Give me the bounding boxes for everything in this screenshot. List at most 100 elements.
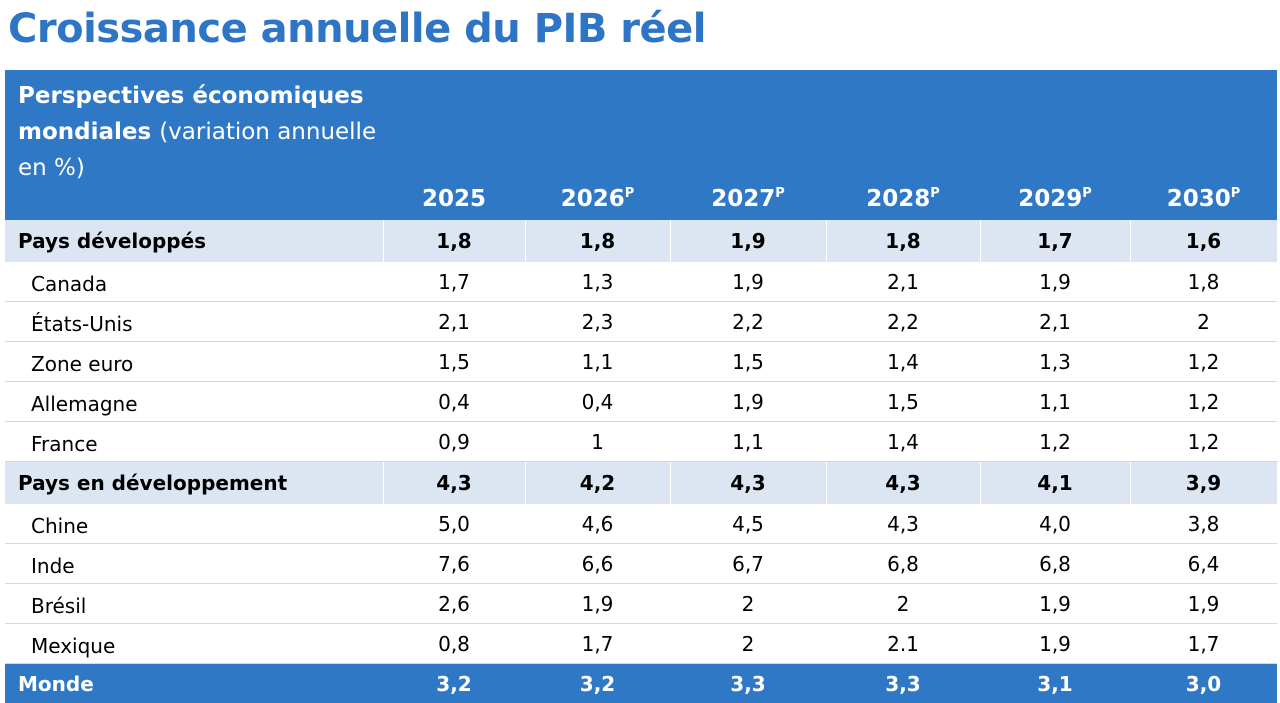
cell-value: 1,7: [1130, 624, 1277, 664]
cell-value: 4,2: [525, 462, 670, 505]
cell-value: 3,9: [1130, 462, 1277, 505]
cell-value: 2: [670, 624, 826, 664]
cell-value: 1,1: [670, 422, 826, 462]
cell-value: 0,8: [383, 624, 525, 664]
row-label: Pays développés: [5, 220, 383, 262]
cell-value: 4,5: [670, 504, 826, 544]
cell-value: 1,6: [1130, 220, 1277, 262]
cell-value: 1,9: [525, 584, 670, 624]
cell-value: 4,6: [525, 504, 670, 544]
column-note: P: [930, 186, 940, 201]
cell-value: 4,3: [826, 504, 980, 544]
cell-value: 2,2: [826, 302, 980, 342]
row-label: Monde: [5, 664, 383, 703]
cell-value: 4,3: [826, 462, 980, 505]
title: Croissance annuelle du PIB réel: [8, 6, 706, 52]
cell-value: 5,0: [383, 504, 525, 544]
cell-value: 1,5: [826, 382, 980, 422]
column-note: P: [1231, 186, 1241, 201]
cell-value: 3,2: [525, 664, 670, 703]
cell-value: 1,9: [670, 382, 826, 422]
row-label: Zone euro: [5, 342, 383, 382]
cell-value: 1: [525, 422, 670, 462]
column-note: P: [1082, 186, 1092, 201]
cell-value: 6,4: [1130, 544, 1277, 584]
cell-value: 1,2: [1130, 422, 1277, 462]
cell-value: 4,3: [670, 462, 826, 505]
cell-value: 2,1: [383, 302, 525, 342]
cell-value: 1,5: [670, 342, 826, 382]
row-label: Allemagne: [5, 382, 383, 422]
cell-value: 2,1: [826, 262, 980, 302]
column-year: 2027: [711, 186, 775, 212]
cell-value: 1,3: [980, 342, 1130, 382]
column-year: 2028: [866, 186, 930, 212]
column-year: 2026: [561, 186, 625, 212]
cell-value: 2: [1130, 302, 1277, 342]
cell-value: 4,1: [980, 462, 1130, 505]
cell-value: 6,7: [670, 544, 826, 584]
cell-value: 3,1: [980, 664, 1130, 703]
cell-value: 3,3: [670, 664, 826, 703]
column-header: 2028P: [826, 70, 980, 220]
column-note: P: [625, 186, 635, 201]
header-label: Perspectives économiques mondiales (vari…: [5, 70, 383, 220]
cell-value: 6,8: [826, 544, 980, 584]
cell-value: 2: [826, 584, 980, 624]
cell-value: 1,8: [826, 220, 980, 262]
row-label: États-Unis: [5, 302, 383, 342]
cell-value: 4,3: [383, 462, 525, 505]
cell-value: 0,9: [383, 422, 525, 462]
cell-value: 1,2: [1130, 342, 1277, 382]
cell-value: 1,2: [1130, 382, 1277, 422]
cell-value: 2,1: [980, 302, 1130, 342]
cell-value: 1,3: [525, 262, 670, 302]
column-header: 2027P: [670, 70, 826, 220]
cell-value: 2: [670, 584, 826, 624]
cell-value: 1,9: [1130, 584, 1277, 624]
cell-value: 1,4: [826, 422, 980, 462]
column-year: 2029: [1018, 186, 1082, 212]
cell-value: 0,4: [383, 382, 525, 422]
cell-value: 3,8: [1130, 504, 1277, 544]
cell-value: 1,1: [525, 342, 670, 382]
cell-value: 1,7: [980, 220, 1130, 262]
cell-value: 2,3: [525, 302, 670, 342]
column-header: 2026P: [525, 70, 670, 220]
cell-value: 3,3: [826, 664, 980, 703]
cell-value: 2.1: [826, 624, 980, 664]
cell-value: 1,1: [980, 382, 1130, 422]
column-year: 2025: [422, 186, 486, 212]
cell-value: 3,0: [1130, 664, 1277, 703]
cell-value: 1,7: [383, 262, 525, 302]
cell-value: 3,2: [383, 664, 525, 703]
cell-value: 6,8: [980, 544, 1130, 584]
row-label: Mexique: [5, 624, 383, 664]
cell-value: 1,7: [525, 624, 670, 664]
column-header: 2029P: [980, 70, 1130, 220]
cell-value: 1,9: [670, 220, 826, 262]
cell-value: 4,0: [980, 504, 1130, 544]
cell-value: 0,4: [525, 382, 670, 422]
cell-value: 1,5: [383, 342, 525, 382]
cell-value: 1,9: [980, 584, 1130, 624]
cell-value: 6,6: [525, 544, 670, 584]
cell-value: 1,2: [980, 422, 1130, 462]
cell-value: 2,6: [383, 584, 525, 624]
row-label: Brésil: [5, 584, 383, 624]
row-label: Canada: [5, 262, 383, 302]
cell-value: 7,6: [383, 544, 525, 584]
cell-value: 1,8: [383, 220, 525, 262]
